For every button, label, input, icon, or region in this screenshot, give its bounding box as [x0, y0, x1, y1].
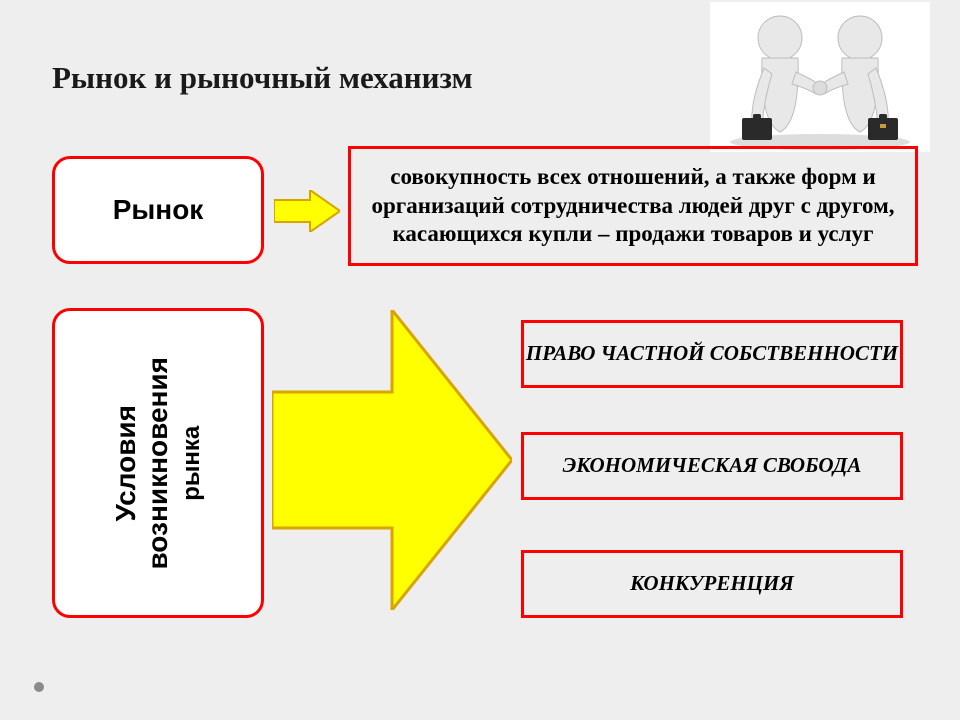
page-title: Рынок и рыночный механизм	[52, 60, 473, 96]
handshake-figure-image	[710, 2, 930, 152]
bullet-dot-icon	[34, 682, 44, 692]
box-conditions: Условия возникновения рынка	[52, 308, 264, 618]
box-conditions-line2: возникновения	[142, 357, 173, 570]
box-definition: совокупность всех отношений, а также фор…	[348, 146, 918, 266]
condition-box-1: ПРАВО ЧАСТНОЙ СОБСТВЕННОСТИ	[521, 320, 903, 388]
condition-text-3: КОНКУРЕНЦИЯ	[630, 571, 794, 596]
big-arrow-icon	[272, 310, 512, 610]
box-market: Рынок	[52, 156, 264, 264]
box-market-label: Рынок	[113, 194, 204, 226]
box-conditions-line3: рынка	[178, 426, 205, 501]
definition-text: совокупность всех отношений, а также фор…	[363, 163, 903, 249]
condition-text-2: ЭКОНОМИЧЕСКАЯ СВОБОДА	[563, 453, 862, 478]
condition-box-2: ЭКОНОМИЧЕСКАЯ СВОБОДА	[521, 432, 903, 500]
box-conditions-label: Условия возникновения рынка	[110, 357, 207, 570]
slide: Рынок и рыночный механизм	[0, 0, 960, 720]
condition-box-3: КОНКУРЕНЦИЯ	[521, 550, 903, 618]
small-arrow-icon	[274, 190, 340, 232]
box-conditions-line1: Условия	[110, 405, 141, 522]
condition-text-1: ПРАВО ЧАСТНОЙ СОБСТВЕННОСТИ	[526, 341, 898, 366]
